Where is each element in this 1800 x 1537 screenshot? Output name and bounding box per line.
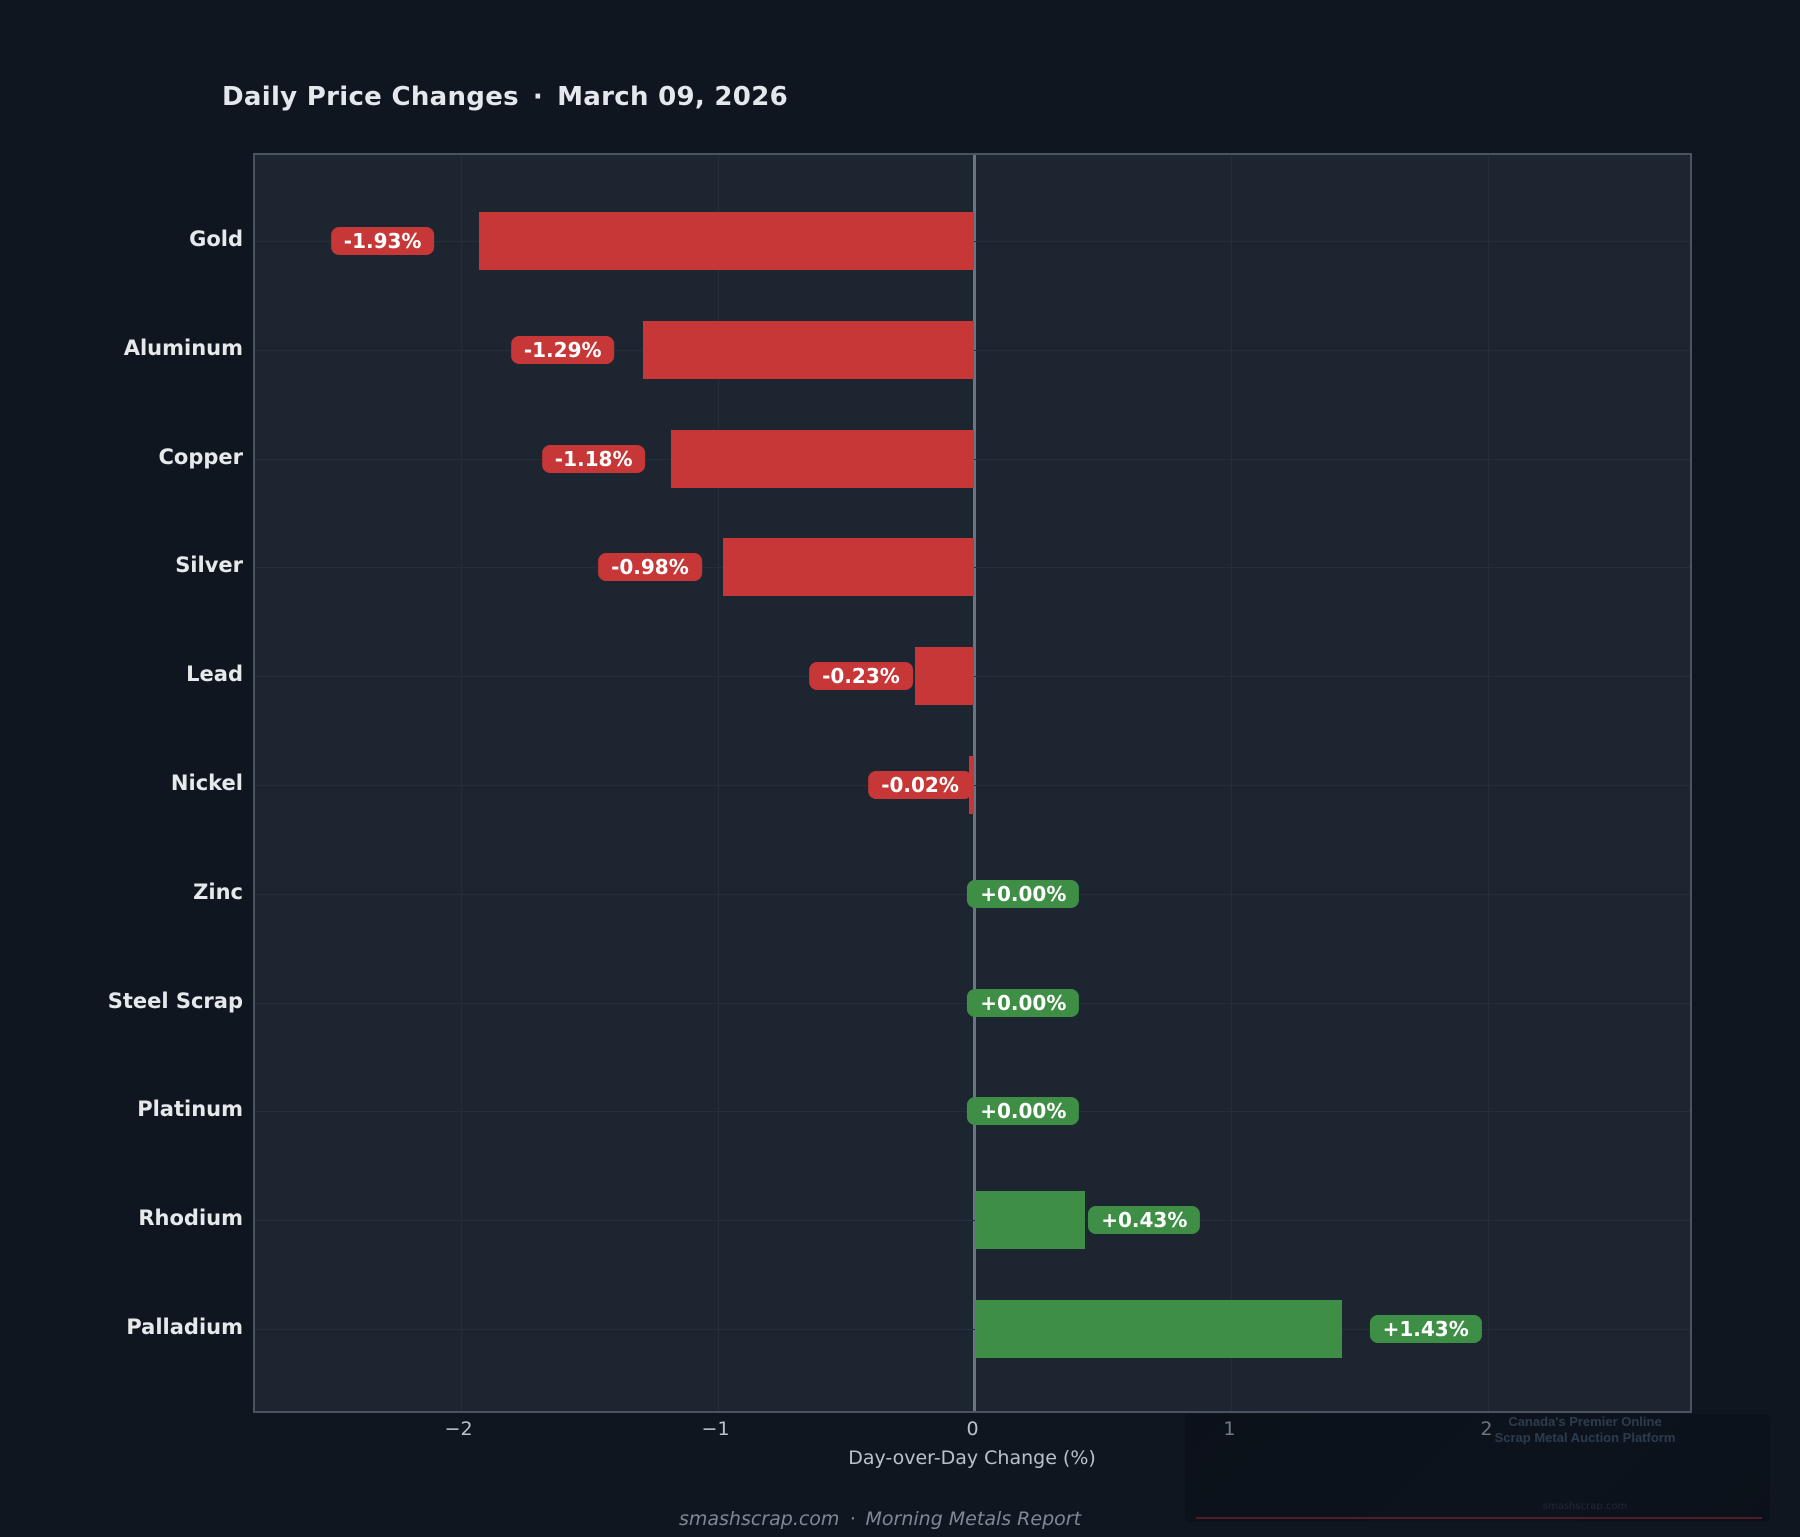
gridline-row-palladium — [255, 1329, 1690, 1330]
footer-separator-dot: · — [849, 1508, 856, 1530]
bar-lead — [915, 647, 975, 706]
category-label-palladium: Palladium — [126, 1315, 243, 1339]
x-tick-2: 2 — [1480, 1418, 1492, 1440]
footer-report-name: Morning Metals Report — [865, 1508, 1082, 1530]
x-tick--2: −2 — [444, 1418, 473, 1440]
category-label-steel-scrap: Steel Scrap — [107, 988, 243, 1013]
watermark-brand: smashscrap.com — [1542, 1501, 1628, 1512]
gridline-x-1 — [1231, 155, 1233, 1411]
value-label-zinc: +0.00% — [967, 879, 1080, 908]
bar-aluminum — [643, 320, 975, 379]
value-label-silver: -0.98% — [598, 553, 702, 582]
zero-baseline — [973, 155, 976, 1411]
bar-gold — [478, 212, 975, 270]
x-axis-label: Day-over-Day Change (%) — [848, 1447, 1096, 1469]
category-label-platinum: Platinum — [137, 1097, 243, 1122]
value-label-rhodium: +0.43% — [1088, 1206, 1201, 1235]
category-label-nickel: Nickel — [170, 771, 243, 795]
category-label-aluminum: Aluminum — [123, 335, 243, 360]
chart-date: March 09, 2026 — [557, 82, 788, 112]
value-label-palladium: +1.43% — [1369, 1315, 1482, 1343]
gridline-x-2 — [1488, 155, 1490, 1411]
watermark-slogan-line2: Scrap Metal Auction Platform — [1494, 1430, 1676, 1445]
watermark-red-rule — [1196, 1517, 1762, 1519]
gridline-row-rhodium — [255, 1220, 1690, 1222]
bar-nickel — [969, 756, 975, 814]
value-label-lead: -0.23% — [809, 662, 913, 691]
category-label-copper: Copper — [158, 444, 243, 469]
watermark-card — [1185, 1414, 1770, 1522]
plot-area: -1.93% -1.29% -1.18% -0.98% -0.23% -0.02% +0.0… — [253, 153, 1692, 1413]
value-label-aluminum: -1.29% — [510, 335, 615, 364]
bar-copper — [671, 429, 975, 488]
title-separator-dot: · — [532, 82, 544, 112]
chart-title-text: Daily Price Changes — [222, 82, 519, 112]
chart-title: Daily Price Changes · March 09, 2026 — [222, 82, 788, 112]
category-label-silver: Silver — [175, 553, 243, 578]
watermark-slogan: Canada's Premier Online Scrap Metal Auct… — [1400, 1414, 1770, 1446]
footer-attribution: smashscrap.com · Morning Metals Report — [679, 1508, 1081, 1530]
gridline-x--2 — [460, 155, 462, 1411]
x-tick-0: 0 — [966, 1418, 979, 1440]
category-label-zinc: Zinc — [193, 879, 243, 904]
footer-site: smashscrap.com — [678, 1508, 840, 1530]
x-tick-1: 1 — [1223, 1418, 1235, 1440]
value-label-nickel: -0.02% — [868, 771, 972, 799]
watermark-slogan-line1: Canada's Premier Online — [1508, 1414, 1662, 1429]
value-label-platinum: +0.00% — [967, 1097, 1080, 1126]
gridline-x--1 — [717, 155, 719, 1411]
category-label-rhodium: Rhodium — [138, 1206, 243, 1231]
bar-rhodium — [974, 1191, 1085, 1250]
x-tick--1: −1 — [701, 1418, 730, 1440]
category-label-lead: Lead — [186, 662, 243, 687]
bar-palladium — [974, 1300, 1342, 1358]
value-label-steel-scrap: +0.00% — [967, 988, 1080, 1017]
bar-silver — [722, 538, 975, 597]
value-label-gold: -1.93% — [330, 227, 435, 255]
category-label-gold: Gold — [189, 227, 243, 251]
value-label-copper: -1.18% — [541, 444, 646, 473]
